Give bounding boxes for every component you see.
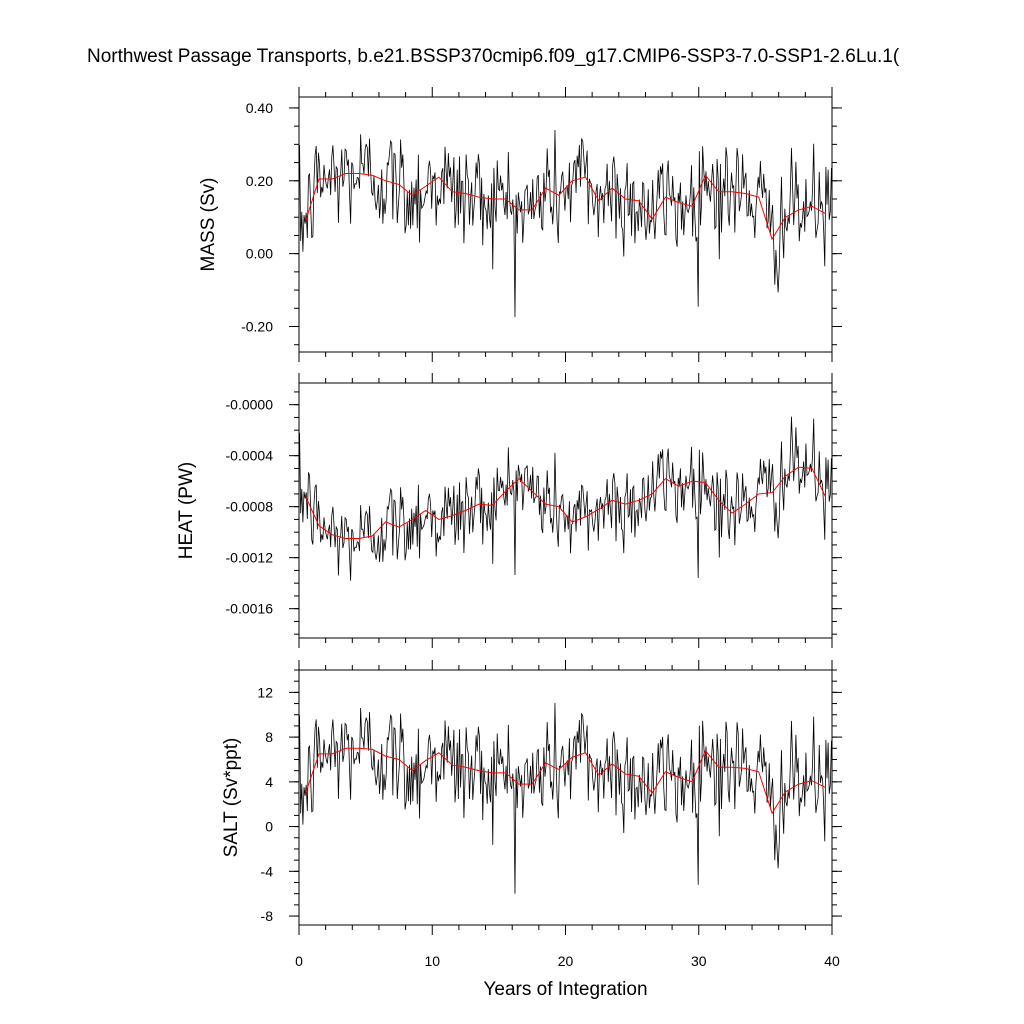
panel-salt: 12 8 4 0 -4 -8 SALT (Sv*ppt)	[221, 660, 842, 935]
x-tick-label: 10	[424, 953, 440, 969]
panel-heat: -0.0000 -0.0004 -0.0008 -0.0012 -0.0016 HEAT …	[176, 373, 842, 648]
y-axis-label: MASS (Sv)	[198, 178, 219, 272]
annual-mean-line	[305, 173, 826, 241]
panel-mass: 0.40 0.20 0.00 -0.20 MASS (Sv)	[198, 87, 842, 362]
y-tick-label: -0.0016	[226, 601, 274, 617]
annual-mean-line	[305, 747, 826, 815]
annual-mean-line	[305, 466, 826, 540]
y-tick-label: -4	[261, 863, 274, 879]
y-tick-label: -0.20	[241, 319, 273, 335]
x-tick-label: 40	[824, 953, 840, 969]
y-axis-label: HEAT (PW)	[176, 462, 197, 559]
y-tick-label: 0	[265, 819, 273, 835]
y-tick-label: -0.0012	[226, 550, 274, 566]
y-tick-label: 0.40	[246, 100, 273, 116]
y-tick-label: 12	[257, 684, 273, 700]
y-tick-label: 0.00	[246, 246, 273, 262]
x-axis-label: Years of Integration	[483, 979, 647, 1000]
panel-frame	[298, 669, 833, 926]
x-tick-label: 20	[558, 953, 574, 969]
monthly-series-line	[299, 130, 832, 318]
y-axis-label: SALT (Sv*ppt)	[221, 738, 242, 858]
x-tick-label: 0	[295, 953, 303, 969]
y-tick-label: 4	[265, 774, 273, 790]
monthly-series-line	[299, 416, 832, 581]
panel-frame	[298, 96, 833, 353]
y-tick-label: -8	[261, 908, 274, 924]
y-tick-label: -0.0004	[226, 448, 274, 464]
x-tick-label: 30	[691, 953, 707, 969]
chart-title: Northwest Passage Transports, b.e21.BSSP…	[87, 46, 900, 67]
y-tick-label: -0.0000	[226, 397, 274, 413]
y-tick-label: -0.0008	[226, 499, 274, 515]
monthly-series-line	[299, 702, 832, 894]
y-tick-label: 8	[265, 729, 273, 745]
y-tick-label: 0.20	[246, 173, 273, 189]
